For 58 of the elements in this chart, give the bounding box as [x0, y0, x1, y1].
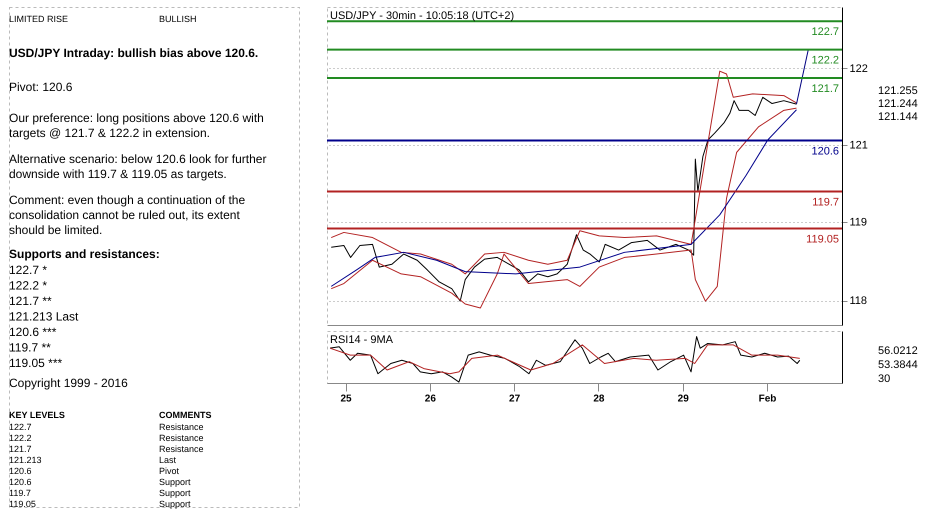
text: Resistance [159, 433, 204, 443]
text: 56.0212 [878, 345, 918, 357]
ref-line-label: 120.6 [811, 145, 839, 158]
text: Resistance [159, 444, 204, 454]
y-tick-label: 122 [850, 62, 868, 75]
text: Supports and resistances: [9, 247, 160, 261]
text: Comment: even though a continuation of the consolidation cannot be ruled out, its extent should be limited. [9, 193, 246, 237]
text: Alternative scenario: below 120.6 look for further downside with 119.7 & 119.05 as targets. [9, 152, 266, 181]
text: 121.213 Last [9, 310, 80, 324]
text: 122.7 * [9, 263, 48, 277]
text: Support [159, 488, 192, 498]
text: 121.144 [878, 111, 918, 123]
text: 119.05 [9, 499, 36, 509]
y-tick-label: 118 [850, 295, 868, 308]
text: 122.2 * [9, 278, 48, 292]
text: Copyright 1999 - 2016 [9, 376, 128, 390]
text: Last [159, 455, 177, 465]
text: 119.7 [9, 488, 31, 498]
text: Pivot [159, 466, 180, 476]
x-tick-label: Feb [758, 394, 776, 404]
text: 120.6 [9, 466, 32, 476]
text: 121.213 [9, 455, 42, 465]
text: Resistance [159, 422, 204, 432]
text: 121.7 ** [9, 294, 52, 308]
text: 120.6 [9, 477, 32, 487]
text: 119.7 ** [9, 340, 52, 354]
text: 53.3844 [878, 359, 918, 371]
text: Support [159, 499, 192, 509]
x-tick-label: 25 [340, 394, 352, 404]
y-tick-label: 119 [850, 216, 868, 229]
y-tick-label: 121 [850, 139, 868, 152]
text: 121.255 [878, 85, 918, 97]
x-tick-label: 29 [678, 394, 690, 404]
chart-title: RSI14 - 9MA [330, 334, 394, 346]
ref-line-label: 119.7 [812, 196, 839, 209]
text: 120.6 *** [9, 325, 57, 339]
text: LIMITED RISE [9, 14, 68, 24]
x-tick-label: 28 [593, 394, 605, 404]
text: USD/JPY Intraday: bullish bias above 120.6. [9, 46, 258, 60]
text: 122.7 [9, 422, 32, 432]
ref-line-label: 122.7 [811, 26, 839, 38]
ref-line-label: 122.2 [811, 54, 839, 67]
text: Support [159, 477, 192, 487]
text: 122.2 [9, 433, 32, 443]
ref-line-label: 121.7 [811, 82, 839, 95]
text: COMMENTS [159, 410, 212, 420]
text: 30 [878, 373, 890, 385]
text: Pivot: 120.6 [9, 80, 73, 94]
text: 121.7 [9, 444, 32, 454]
chart-title: USD/JPY - 30min - 10:05:18 (UTC+2) [330, 10, 514, 22]
text: BULLISH [159, 14, 197, 24]
ref-line-label: 119.05 [806, 233, 839, 246]
text: KEY LEVELS [9, 410, 65, 420]
x-tick-label: 27 [509, 394, 521, 404]
text: 121.244 [878, 98, 918, 110]
x-tick-label: 26 [424, 394, 436, 404]
text: 119.05 *** [9, 356, 62, 370]
text: Our preference: long positions above 120.6 with targets @ 121.7 & 122.2 in extension. [9, 111, 264, 140]
